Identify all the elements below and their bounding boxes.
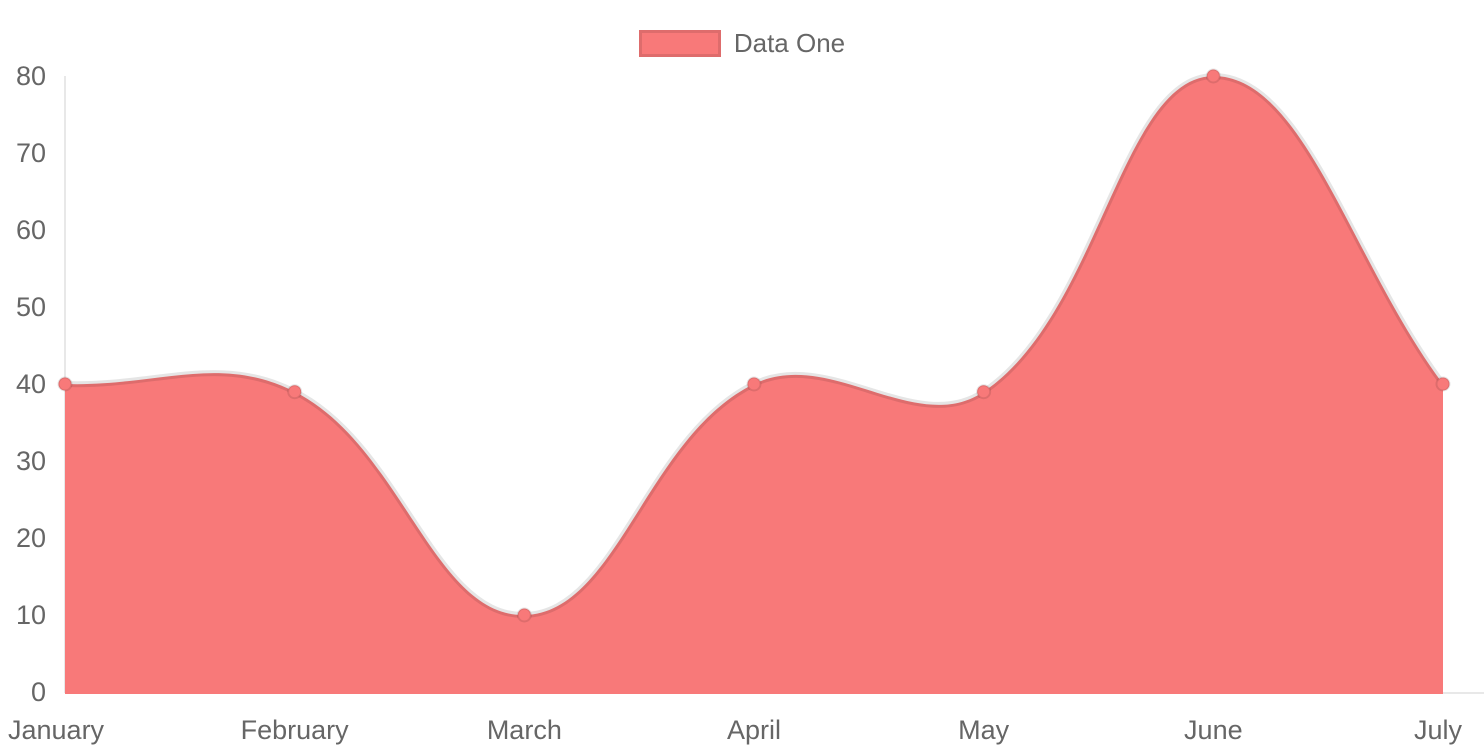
x-tick-label: April <box>726 715 782 745</box>
legend-label: Data One <box>733 28 846 58</box>
x-tick-label: February <box>240 715 349 745</box>
data-point-july[interactable] <box>1435 376 1451 392</box>
y-tick-label: 10 <box>15 600 46 630</box>
data-point-january[interactable] <box>57 376 73 392</box>
y-tick-label: 60 <box>15 215 46 245</box>
y-tick-label: 70 <box>15 138 46 168</box>
legend-item-data-one[interactable]: Data One <box>638 28 846 58</box>
data-point-may[interactable] <box>976 384 992 400</box>
data-point-april[interactable] <box>746 376 762 392</box>
data-point-february[interactable] <box>287 384 303 400</box>
legend-swatch <box>638 29 721 57</box>
y-tick-label: 0 <box>30 677 46 707</box>
y-tick-label: 20 <box>15 523 46 553</box>
y-tick-label: 40 <box>15 369 46 399</box>
data-point-june[interactable] <box>1205 68 1221 84</box>
x-tick-label: June <box>1184 715 1243 745</box>
data-points <box>57 68 1451 623</box>
y-tick-label: 30 <box>15 446 46 476</box>
chart-legend: Data One <box>0 28 1484 58</box>
x-tick-label: March <box>486 715 562 745</box>
y-tick-label: 80 <box>15 61 46 91</box>
data-point-march[interactable] <box>516 607 532 623</box>
x-tick-label: January <box>8 715 105 745</box>
y-tick-label: 50 <box>15 292 46 322</box>
x-tick-label: May <box>958 715 1010 745</box>
x-tick-label: July <box>1413 715 1462 745</box>
series-line <box>64 72 1446 619</box>
